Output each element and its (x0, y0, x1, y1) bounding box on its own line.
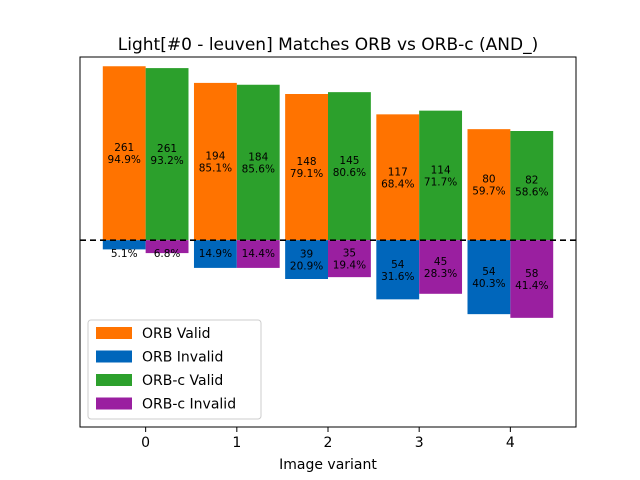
x-axis-label: Image variant (279, 457, 377, 473)
data-label: 194 (205, 151, 225, 163)
bar-orb-invalid-3 (376, 240, 420, 300)
bar-orb-c-valid-4 (510, 131, 554, 241)
bars-layer (102, 66, 554, 318)
data-label: 14.4% (242, 248, 275, 260)
bar-orb-valid-0 (102, 66, 146, 241)
bar-orb-c-invalid-4 (510, 240, 554, 318)
data-label: 59.7% (472, 186, 505, 198)
x-tick-label: 3 (415, 435, 424, 451)
legend-label: ORB Valid (142, 326, 211, 342)
legend-label: ORB-c Valid (142, 373, 223, 389)
x-ticks-layer: 0 1 2 3 4 (141, 427, 515, 451)
bar-orb-c-invalid-2 (328, 240, 371, 278)
bar-orb-invalid-4 (467, 240, 511, 315)
bar-orb-c-valid-1 (236, 84, 280, 241)
data-label: 41.4% (515, 280, 548, 292)
data-label: 79.1% (290, 168, 323, 180)
legend-label: ORB Invalid (142, 350, 223, 366)
bar-orb-invalid-2 (285, 240, 328, 279)
data-label: 261 (157, 143, 177, 155)
data-label: 71.7% (424, 176, 457, 188)
data-label: 68.4% (381, 178, 414, 190)
data-label: 117 (388, 166, 408, 178)
bar-orb-c-invalid-3 (419, 240, 463, 294)
data-label: 20.9% (290, 261, 323, 273)
data-label: 93.2% (150, 155, 183, 167)
data-label: 6.8% (154, 248, 181, 260)
data-label: 45 (434, 256, 447, 268)
bar-orb-c-valid-2 (328, 92, 371, 241)
data-label: 40.3% (472, 278, 505, 290)
legend-box (87, 319, 262, 420)
bar-orb-c-valid-3 (419, 110, 463, 241)
x-tick-label: 0 (141, 435, 150, 451)
bar-orb-valid-1 (193, 82, 237, 241)
bar-orb-c-invalid-1 (236, 240, 280, 268)
data-label: 54 (482, 266, 496, 278)
legend-swatch (96, 350, 132, 363)
data-label: 94.9% (108, 154, 141, 166)
data-label: 80.6% (333, 167, 366, 179)
bar-orb-invalid-1 (193, 240, 237, 268)
bar-orb-c-invalid-0 (145, 240, 189, 254)
legend: ORB Valid ORB Invalid ORB-c Valid ORB-c Inv… (87, 319, 262, 420)
bar-orb-valid-3 (376, 114, 420, 241)
data-label: 184 (248, 151, 268, 163)
data-label: 82 (525, 175, 538, 187)
data-label: 261 (114, 142, 134, 154)
bar-orb-c-valid-0 (145, 68, 189, 241)
data-label: 58.6% (515, 187, 548, 199)
data-label: 145 (339, 155, 359, 167)
data-label: 28.3% (424, 268, 457, 280)
data-label: 35 (343, 248, 356, 260)
bar-orb-valid-4 (467, 129, 511, 241)
bar-orb-invalid-0 (102, 240, 146, 250)
bar-orb-valid-2 (285, 94, 328, 241)
data-label: 85.1% (199, 163, 232, 175)
data-label: 114 (431, 164, 451, 176)
x-tick-label: 2 (324, 435, 333, 451)
data-label: 19.4% (333, 260, 366, 272)
data-label: 148 (297, 156, 317, 168)
legend-swatch (96, 397, 132, 410)
data-label: 80 (482, 174, 495, 186)
legend-swatch (96, 327, 132, 339)
x-tick-label: 4 (506, 435, 515, 451)
x-tick-label: 1 (232, 435, 241, 451)
data-label: 85.6% (242, 163, 275, 175)
chart-title: Light[#0 - leuven] Matches ORB vs ORB-c … (118, 35, 538, 55)
data-label: 14.9% (199, 248, 232, 260)
data-label: 31.6% (381, 271, 414, 283)
legend-swatch (96, 374, 132, 386)
data-label: 5.1% (111, 248, 138, 260)
legend-label: ORB-c Invalid (142, 397, 236, 413)
data-label: 54 (391, 259, 405, 271)
data-label: 39 (300, 249, 313, 261)
data-label: 58 (525, 268, 538, 280)
